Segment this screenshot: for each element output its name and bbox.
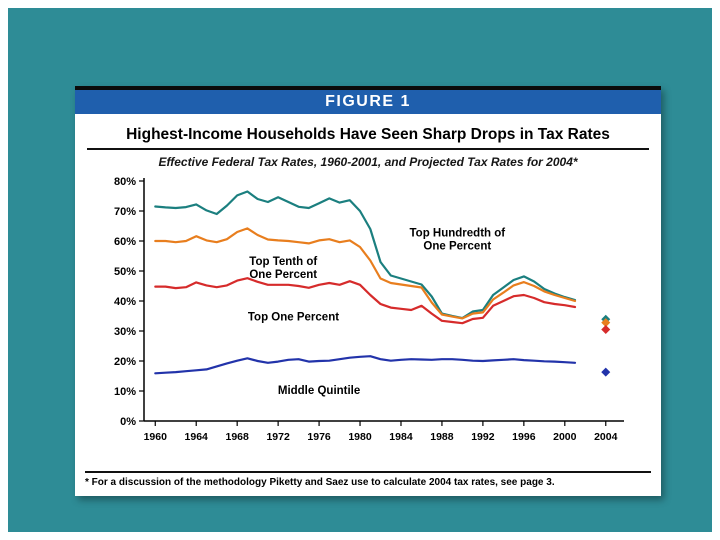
x-tick-label: 1972 (266, 431, 290, 443)
footnote: * For a discussion of the methodology Pi… (85, 471, 651, 488)
chart-annotation: Top Hundredth of One Percent (410, 228, 506, 253)
chart-svg: 0% 10% 20% 30% 40% 50% 60% 70% 80% 1960 1964 1968 19… (114, 176, 624, 443)
figure-header: FIGURE 1 (75, 86, 661, 114)
x-tick-label: 1960 (144, 431, 168, 443)
x-tick-label: 2004 (594, 431, 618, 443)
series-line (154, 190, 577, 320)
projected-2004-marker (601, 367, 611, 377)
y-tick-label: 80% (114, 176, 136, 188)
chart-annotation: Top Tenth of One Percent (249, 256, 317, 281)
y-tick-label: 30% (114, 326, 136, 338)
y-tick-label: 70% (114, 206, 136, 218)
x-tick-label: 1980 (348, 431, 372, 443)
x-tick-label: 1996 (512, 431, 536, 443)
chart-annotation: Top One Percent (248, 312, 339, 324)
figure-title: Highest-Income Households Have Seen Shar… (126, 126, 610, 143)
series-line (154, 355, 577, 375)
x-tick-label: 2000 (553, 431, 577, 443)
y-tick-label: 50% (114, 266, 136, 278)
y-tick-label: 40% (114, 296, 136, 308)
figure-label: FIGURE 1 (325, 93, 411, 110)
x-tick-label: 1984 (389, 431, 413, 443)
x-tick-label: 1968 (225, 431, 249, 443)
x-tick-label: 1964 (185, 431, 209, 443)
figure-panel: FIGURE 1 Highest-Income Households Have … (75, 86, 661, 496)
projected-2004-marker (601, 325, 611, 334)
figure-subtitle: Effective Federal Tax Rates, 1960-2001, … (158, 155, 578, 169)
y-tick-label: 10% (114, 386, 136, 398)
x-tick-label: 1976 (307, 431, 331, 443)
chart-annotation: Middle Quintile (278, 385, 360, 397)
series-line (154, 277, 577, 325)
projected-2004-marker (601, 318, 611, 328)
series-line (154, 227, 577, 320)
x-tick-label: 1988 (430, 431, 454, 443)
tax-rates-chart: 0% 10% 20% 30% 40% 50% 60% 70% 80% 1960 1964 1968 19… (81, 173, 661, 460)
y-tick-label: 60% (114, 236, 136, 248)
title-divider (87, 148, 649, 150)
y-tick-label: 20% (114, 356, 136, 368)
x-tick-label: 1992 (471, 431, 495, 443)
y-tick-label: 0% (120, 416, 136, 428)
